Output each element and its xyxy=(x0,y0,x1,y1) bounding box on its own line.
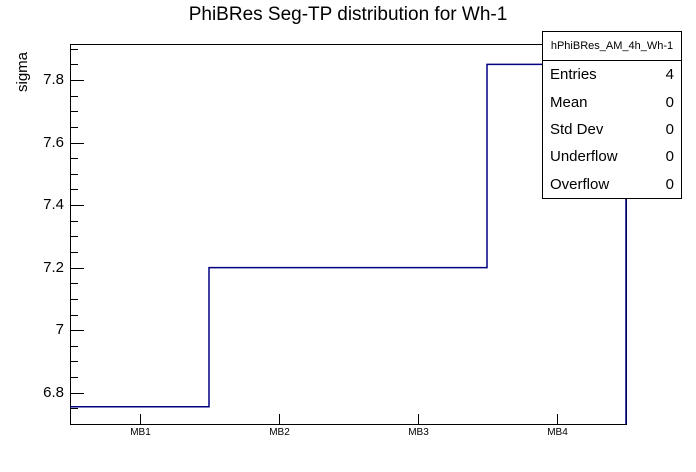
stat-label: Entries xyxy=(550,66,597,84)
stat-row-underflow: Underflow 0 xyxy=(543,143,681,170)
stat-row-entries: Entries 4 xyxy=(543,61,681,88)
stat-row-std-dev: Std Dev 0 xyxy=(543,116,681,143)
stat-label: Overflow xyxy=(550,175,610,193)
y-tick-label: 6.8 xyxy=(43,384,64,401)
stat-value: 0 xyxy=(665,121,674,139)
stats-box-title: hPhiBRes_AM_4h_Wh-1 xyxy=(543,32,681,61)
stats-box: hPhiBRes_AM_4h_Wh-1 Entries 4 Mean 0 Std… xyxy=(542,31,682,199)
y-tick-label: 7.6 xyxy=(43,134,64,151)
stat-label: Std Dev xyxy=(550,121,604,139)
stat-value: 0 xyxy=(665,148,674,166)
stat-value: 0 xyxy=(665,93,674,111)
y-tick-label: 7 xyxy=(55,321,64,338)
stat-label: Underflow xyxy=(550,148,618,166)
x-axis-ticks xyxy=(140,414,558,424)
x-tick-label: MB4 xyxy=(547,427,568,438)
chart-title: PhiBRes Seg-TP distribution for Wh-1 xyxy=(188,4,508,25)
stat-value: 4 xyxy=(665,66,674,84)
stat-row-overflow: Overflow 0 xyxy=(543,171,681,198)
stat-row-mean: Mean 0 xyxy=(543,88,681,115)
y-tick-label: 7.4 xyxy=(43,196,64,213)
y-tick-label: 7.8 xyxy=(43,71,64,88)
y-axis-ticks xyxy=(70,49,84,409)
x-tick-label: MB1 xyxy=(130,427,151,438)
stat-label: Mean xyxy=(550,93,588,111)
x-tick-label: MB2 xyxy=(269,427,290,438)
stat-value: 0 xyxy=(665,175,674,193)
y-tick-label: 7.2 xyxy=(43,259,64,276)
x-tick-label: MB3 xyxy=(408,427,429,438)
